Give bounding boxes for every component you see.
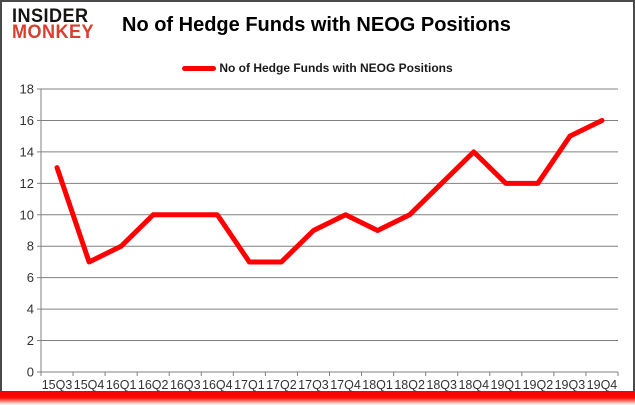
y-axis-label: 4 bbox=[27, 302, 34, 317]
series-line bbox=[54, 117, 605, 265]
chart-legend: No of Hedge Funds with NEOG Positions bbox=[2, 61, 633, 75]
y-axis-label: 6 bbox=[27, 270, 34, 285]
x-axis-label: 16Q4 bbox=[202, 378, 233, 392]
x-axis-label: 17Q2 bbox=[266, 378, 297, 392]
y-axis-label: 2 bbox=[27, 333, 34, 348]
x-axis-label: 18Q1 bbox=[362, 378, 393, 392]
legend-series-label: No of Hedge Funds with NEOG Positions bbox=[219, 61, 453, 75]
y-axis-label: 12 bbox=[20, 176, 34, 191]
x-axis-label: 18Q3 bbox=[426, 378, 457, 392]
x-axis-label: 15Q3 bbox=[42, 378, 73, 392]
x-axis-label: 17Q1 bbox=[234, 378, 265, 392]
x-axis-label: 19Q1 bbox=[491, 378, 522, 392]
y-axis-label: 8 bbox=[27, 239, 34, 254]
x-axis-label: 17Q3 bbox=[298, 378, 329, 392]
logo-text-insider: INSIDER bbox=[12, 6, 89, 27]
x-axis-label: 15Q4 bbox=[74, 378, 105, 392]
logo-text-monkey: MONKEY bbox=[12, 21, 95, 43]
y-axis-label: 0 bbox=[27, 365, 34, 380]
x-axis-label: 16Q1 bbox=[106, 378, 137, 392]
y-axis-label: 10 bbox=[20, 207, 34, 222]
y-axis-label: 14 bbox=[20, 144, 34, 159]
x-axis-label: 19Q2 bbox=[523, 378, 554, 392]
insider-monkey-logo: INSIDER MONKEY bbox=[12, 6, 95, 43]
chart-title: No of Hedge Funds with NEOG Positions bbox=[122, 14, 511, 36]
y-axis-label: 16 bbox=[20, 113, 34, 128]
x-axis-label: 17Q4 bbox=[330, 378, 361, 392]
chart-frame: INSIDER MONKEY No of Hedge Funds with NE… bbox=[0, 0, 635, 393]
legend-line-swatch bbox=[182, 65, 217, 71]
x-axis-label: 16Q3 bbox=[170, 378, 201, 392]
x-axis-label: 18Q2 bbox=[394, 378, 425, 392]
branding-underline-bar bbox=[0, 392, 635, 405]
x-axis-label: 18Q4 bbox=[458, 378, 489, 392]
x-axis-label: 16Q2 bbox=[138, 378, 169, 392]
x-axis-label: 19Q3 bbox=[555, 378, 586, 392]
y-axis-label: 18 bbox=[20, 82, 34, 97]
x-axis-label: 19Q4 bbox=[587, 378, 618, 392]
